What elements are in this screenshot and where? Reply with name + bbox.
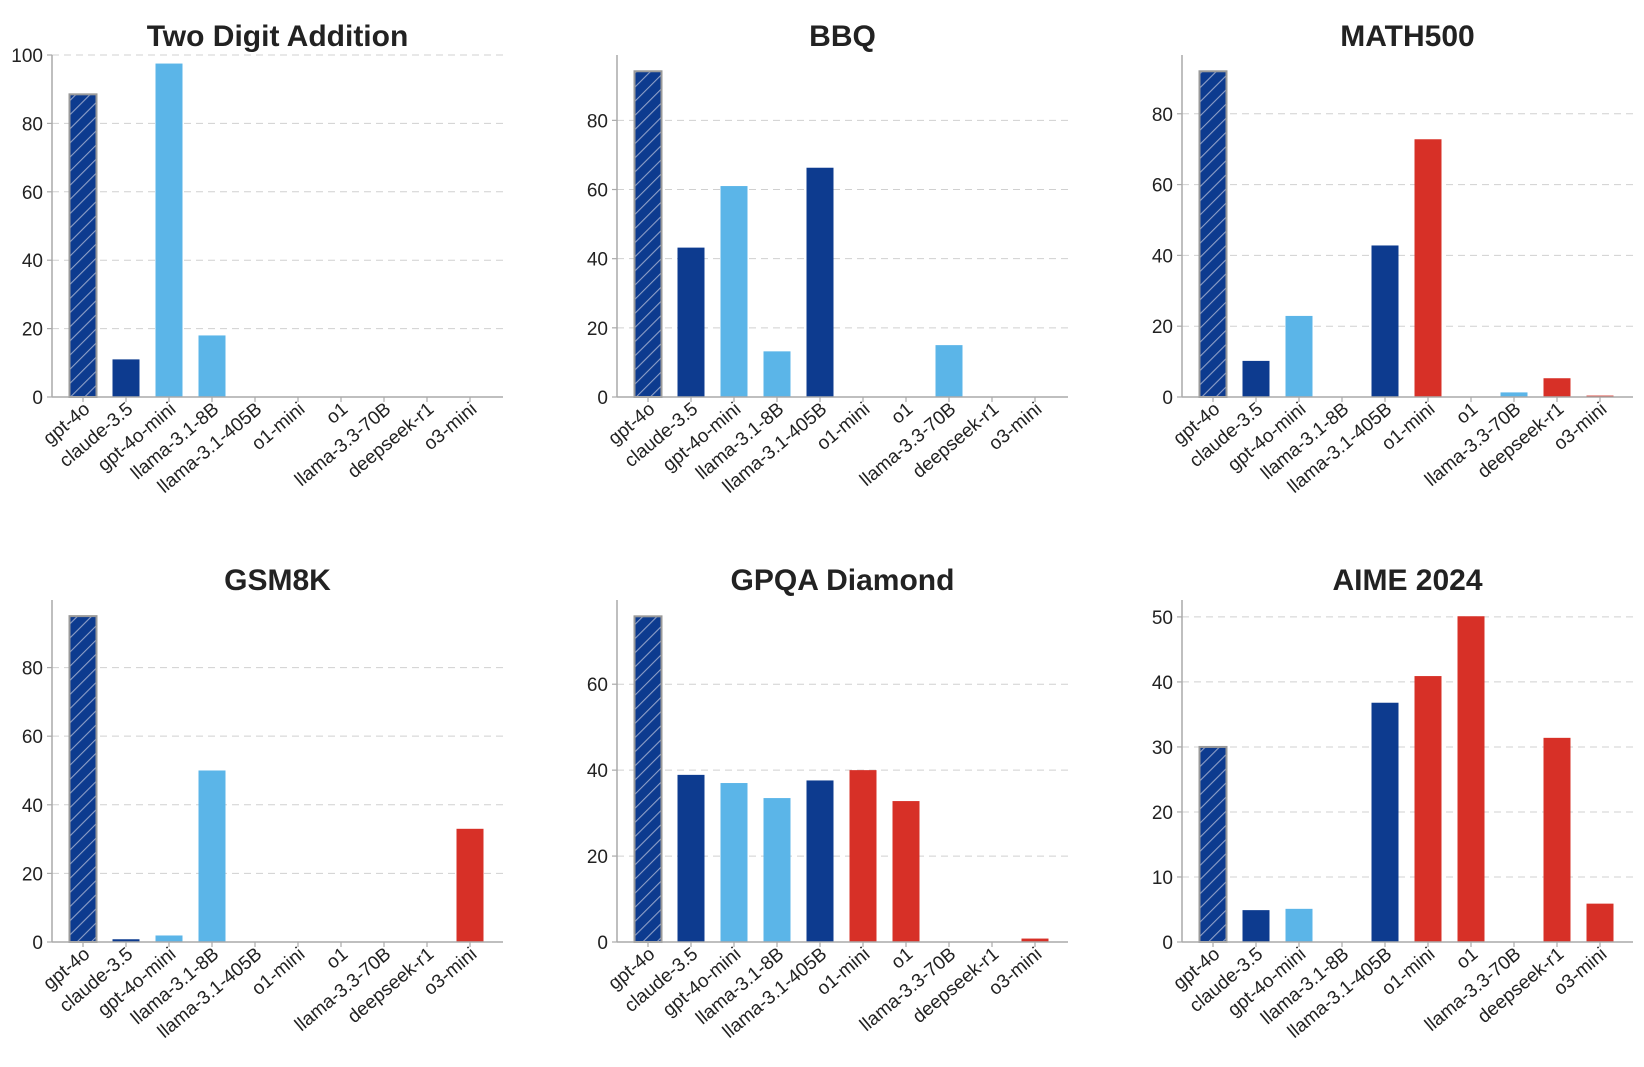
bar-gpt-4o-mini	[1286, 316, 1313, 397]
chart-title: GSM8K	[224, 564, 331, 597]
bar-o1	[1458, 616, 1485, 942]
bar-o1-mini	[1415, 139, 1442, 397]
bar-llama-3.1-405B	[1372, 245, 1399, 397]
x-tick-label: o1	[888, 944, 918, 974]
y-tick-label: 40	[587, 761, 608, 782]
y-tick-label: 0	[1162, 388, 1173, 409]
bar-gpt-4o	[635, 71, 662, 397]
bar-llama-3.1-8B	[199, 770, 226, 942]
y-tick-label: 60	[587, 675, 608, 696]
bar-claude-3.5	[678, 775, 705, 942]
bar-gpt-4o-mini	[721, 783, 748, 942]
y-tick-label: 40	[1152, 246, 1173, 267]
chart-panel-2: 020406080gpt-4oclaude-3.5gpt-4o-minillam…	[587, 20, 1068, 498]
chart-title: AIME 2024	[1332, 564, 1482, 597]
x-tick-label: o1	[1453, 944, 1483, 974]
chart-title: Two Digit Addition	[147, 20, 409, 53]
chart-title: GPQA Diamond	[731, 564, 955, 597]
y-tick-label: 50	[1152, 608, 1173, 629]
bar-deepseek-r1	[1544, 378, 1571, 397]
y-tick-label: 40	[1152, 673, 1173, 694]
bar-gpt-4o	[1200, 71, 1227, 397]
bar-deepseek-r1	[1544, 738, 1571, 942]
y-tick-label: 0	[597, 388, 608, 409]
y-tick-label: 20	[22, 320, 43, 341]
y-tick-label: 60	[22, 727, 43, 748]
bar-gpt-4o-mini	[721, 186, 748, 397]
bar-llama-3.1-405B	[807, 168, 834, 397]
y-tick-label: 0	[597, 933, 608, 954]
y-tick-label: 80	[1152, 105, 1173, 126]
bar-llama-3.1-8B	[199, 335, 226, 397]
bar-gpt-4o	[635, 616, 662, 942]
y-tick-label: 0	[1162, 933, 1173, 954]
y-tick-label: 20	[587, 319, 608, 340]
bar-claude-3.5	[678, 248, 705, 397]
bar-o1	[893, 801, 920, 942]
y-tick-label: 60	[587, 181, 608, 202]
bar-gpt-4o-mini	[156, 64, 183, 397]
bar-gpt-4o	[70, 94, 97, 397]
y-tick-label: 80	[22, 659, 43, 680]
bar-gpt-4o	[70, 616, 97, 942]
bar-claude-3.5	[113, 359, 140, 397]
bar-llama-3.3-70B	[936, 345, 963, 397]
chart-panel-5: 0204060gpt-4oclaude-3.5gpt-4o-minillama-…	[587, 564, 1068, 1043]
y-tick-label: 0	[32, 933, 43, 954]
bar-o3-mini	[457, 829, 484, 942]
x-tick-label: o1	[323, 944, 353, 974]
bar-llama-3.1-8B	[764, 351, 791, 397]
y-tick-label: 20	[1152, 803, 1173, 824]
bar-llama-3.1-8B	[764, 798, 791, 942]
y-tick-label: 20	[22, 864, 43, 885]
bar-o3-mini	[1587, 904, 1614, 942]
y-tick-label: 40	[22, 251, 43, 272]
x-tick-label: o1	[888, 399, 918, 429]
chart-panel-4: 020406080gpt-4oclaude-3.5gpt-4o-minillam…	[22, 564, 503, 1043]
bar-gpt-4o	[1200, 747, 1227, 942]
y-tick-label: 20	[587, 847, 608, 868]
bar-llama-3.1-405B	[807, 780, 834, 942]
y-tick-label: 60	[22, 183, 43, 204]
y-tick-label: 60	[1152, 176, 1173, 197]
chart-panel-3: 020406080gpt-4oclaude-3.5gpt-4o-minillam…	[1152, 20, 1633, 498]
bar-llama-3.1-405B	[1372, 703, 1399, 942]
y-tick-label: 40	[587, 250, 608, 271]
chart-panel-1: 020406080100gpt-4oclaude-3.5gpt-4o-minil…	[11, 20, 503, 498]
y-tick-label: 20	[1152, 317, 1173, 338]
y-tick-label: 100	[11, 46, 43, 67]
bar-claude-3.5	[1243, 910, 1270, 942]
bar-o1-mini	[1415, 676, 1442, 942]
bar-o1-mini	[850, 770, 877, 942]
bar-gpt-4o-mini	[1286, 909, 1313, 942]
bar-claude-3.5	[1243, 361, 1270, 397]
y-tick-label: 80	[22, 114, 43, 135]
bar-gpt-4o-mini	[156, 935, 183, 942]
y-tick-label: 0	[32, 388, 43, 409]
x-tick-label: o1	[1453, 399, 1483, 429]
chart-title: MATH500	[1340, 20, 1474, 53]
chart-grid: 020406080100gpt-4oclaude-3.5gpt-4o-minil…	[0, 0, 1644, 1067]
y-tick-label: 80	[587, 111, 608, 132]
chart-panel-6: 01020304050gpt-4oclaude-3.5gpt-4o-minill…	[1152, 564, 1633, 1043]
y-tick-label: 40	[22, 796, 43, 817]
y-tick-label: 30	[1152, 738, 1173, 759]
figure: 0 20 40 60 80 100 gpt-4o claude-3.5 gpt-4o-mini l…	[0, 0, 1644, 1067]
chart-title: BBQ	[809, 20, 876, 53]
x-tick-label: o1	[323, 399, 353, 429]
y-tick-label: 10	[1152, 868, 1173, 889]
